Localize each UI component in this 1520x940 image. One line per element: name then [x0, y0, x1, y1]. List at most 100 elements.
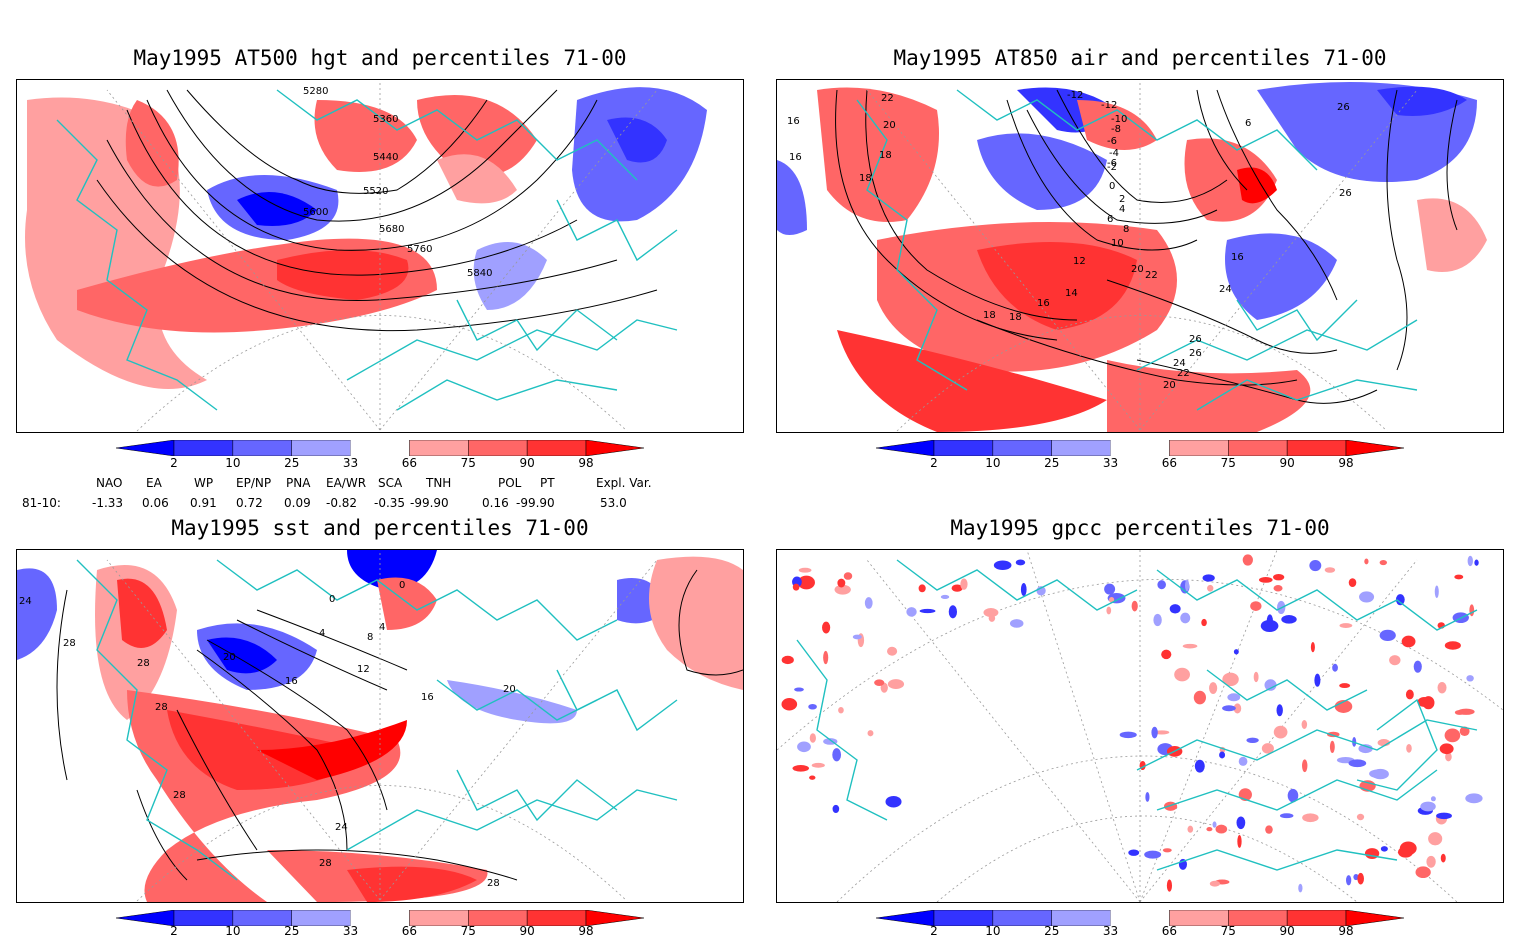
contour-label: 20: [1131, 264, 1144, 275]
precip-anomaly-blob: [1353, 873, 1359, 881]
precip-anomaly-blob: [1430, 796, 1436, 802]
precip-anomaly-blob: [1439, 743, 1454, 755]
precip-anomaly-blob: [1332, 663, 1338, 672]
precip-anomaly-blob: [1182, 643, 1198, 649]
precip-anomaly-blob: [1250, 601, 1262, 611]
precip-anomaly-blob: [1119, 731, 1137, 739]
teleconnection-indices: NAO EA WP EP/NP PNA EA/WR SCA TNH POL PT…: [22, 476, 682, 512]
map-hgt500: 5280 5360 5440 5520 5600 5680 5760 5840: [16, 79, 744, 433]
colorbar-swatches: [115, 909, 645, 927]
contour-label: 28: [137, 658, 150, 669]
precip-anomaly-blob: [1020, 583, 1027, 597]
index-header: TNH: [426, 476, 452, 490]
index-value-tnh: -99.90: [410, 496, 449, 510]
contour-label: 18: [879, 150, 892, 161]
colorbar-label: 10: [225, 924, 241, 938]
colorbar-label: 66: [1161, 924, 1178, 938]
colorbar-label: 98: [578, 456, 594, 470]
contour-label: 5520: [363, 186, 388, 197]
contour-label: 16: [1037, 298, 1050, 309]
precip-anomaly-blob: [797, 741, 811, 753]
precip-anomaly-blob: [1276, 704, 1283, 717]
precip-anomaly-blob: [1227, 693, 1241, 702]
contour-label: 4: [379, 622, 385, 633]
contour-label: 20: [1163, 380, 1176, 391]
index-header: PT: [540, 476, 555, 490]
colorbar-labels: 2 10 25 33 66 75 90 98: [116, 924, 644, 940]
precip-anomaly-blob: [1358, 744, 1373, 754]
index-row-label: 81-10:: [22, 496, 61, 510]
index-value-ea: 0.06: [142, 496, 169, 510]
precip-anomaly-blob: [1364, 558, 1369, 565]
precip-anomaly-blob: [940, 594, 950, 600]
contour-label: 8: [1123, 224, 1129, 235]
precip-anomaly-blob: [1346, 875, 1352, 886]
precip-anomaly-blob: [1260, 619, 1279, 632]
precip-anomaly-blob: [1145, 792, 1150, 802]
precip-anomaly-blob: [822, 621, 831, 634]
contour-label: 22: [881, 93, 894, 104]
colorbar-label: 2: [170, 456, 178, 470]
precip-anomaly-blob: [1467, 555, 1473, 567]
contour-label: 2: [1119, 194, 1125, 205]
colorbar-label: 2: [930, 456, 938, 470]
index-value-epnp: 0.72: [236, 496, 263, 510]
precip-anomaly-blob: [1348, 578, 1357, 588]
contour-label: 26: [1339, 188, 1352, 199]
precip-anomaly-blob: [1131, 600, 1138, 612]
precip-anomaly-blob: [1329, 740, 1335, 753]
colorbar-label: 25: [1044, 924, 1060, 938]
precip-anomaly-blob: [1444, 728, 1461, 743]
precip-anomaly-blob: [1015, 559, 1026, 566]
contour-label: 16: [1231, 252, 1244, 263]
precip-anomaly-blob: [1166, 879, 1173, 892]
precip-anomaly-blob: [960, 578, 968, 590]
contour-label: 16: [787, 116, 800, 127]
precip-anomaly-blob: [1233, 703, 1242, 714]
contour-label: 16: [789, 152, 802, 163]
precip-anomaly-blob: [1434, 585, 1439, 598]
precip-anomaly-blob: [1154, 730, 1170, 735]
contour-label: 0: [329, 594, 335, 605]
precip-anomaly-blob: [874, 679, 885, 687]
precip-anomaly-blob: [1273, 725, 1288, 739]
precip-anomaly-blob: [1104, 583, 1116, 595]
contour-label: 28: [63, 638, 76, 649]
colorbar-swatch: [1228, 439, 1288, 457]
colorbar-swatch: [409, 439, 469, 457]
precip-anomaly-blob: [1264, 679, 1277, 691]
contour-label: 4: [319, 628, 325, 639]
precip-anomaly-blob: [1415, 866, 1431, 879]
precip-anomaly-blob: [797, 575, 815, 590]
precip-anomaly-blob: [1401, 635, 1416, 648]
precip-anomaly-blob: [919, 608, 936, 614]
contour-label: 20: [223, 652, 236, 663]
contour-label: 26: [1189, 348, 1202, 359]
contour-label: -2: [1107, 162, 1117, 173]
colorbar-label: 2: [930, 924, 938, 938]
precip-anomaly-blob: [1163, 801, 1178, 811]
precip-anomaly-blob: [1309, 560, 1322, 572]
precip-anomaly-blob: [1302, 759, 1308, 773]
colorbar-swatch: [992, 439, 1052, 457]
contour-label: 6: [1107, 214, 1113, 225]
precip-anomaly-blob: [1246, 737, 1259, 744]
contour-label: 24: [1219, 284, 1232, 295]
precip-anomaly-blob: [1261, 743, 1274, 754]
precip-anomaly-blob: [1184, 579, 1190, 592]
contour-label: -10: [1111, 114, 1127, 125]
precip-anomaly-blob: [1207, 584, 1214, 592]
index-value-sca: -0.35: [374, 496, 406, 510]
map-air850: 22 20 18 18 16 16 -12 -12 -10 -8 -6 -6 -…: [776, 79, 1504, 433]
precip-anomaly-blob: [823, 650, 829, 665]
precip-anomaly-blob: [798, 567, 812, 573]
precip-anomaly-blob: [906, 607, 917, 617]
precip-anomaly-blob: [1302, 813, 1319, 823]
colorbar-swatch: [585, 909, 645, 927]
colorbar-label: 90: [1279, 924, 1295, 938]
colorbar-label: 75: [1220, 924, 1236, 938]
precip-anomaly-blob: [794, 687, 804, 692]
precip-anomaly-blob: [1379, 559, 1388, 566]
contour-label: 5360: [373, 114, 398, 125]
colorbar-swatch: [875, 439, 935, 457]
